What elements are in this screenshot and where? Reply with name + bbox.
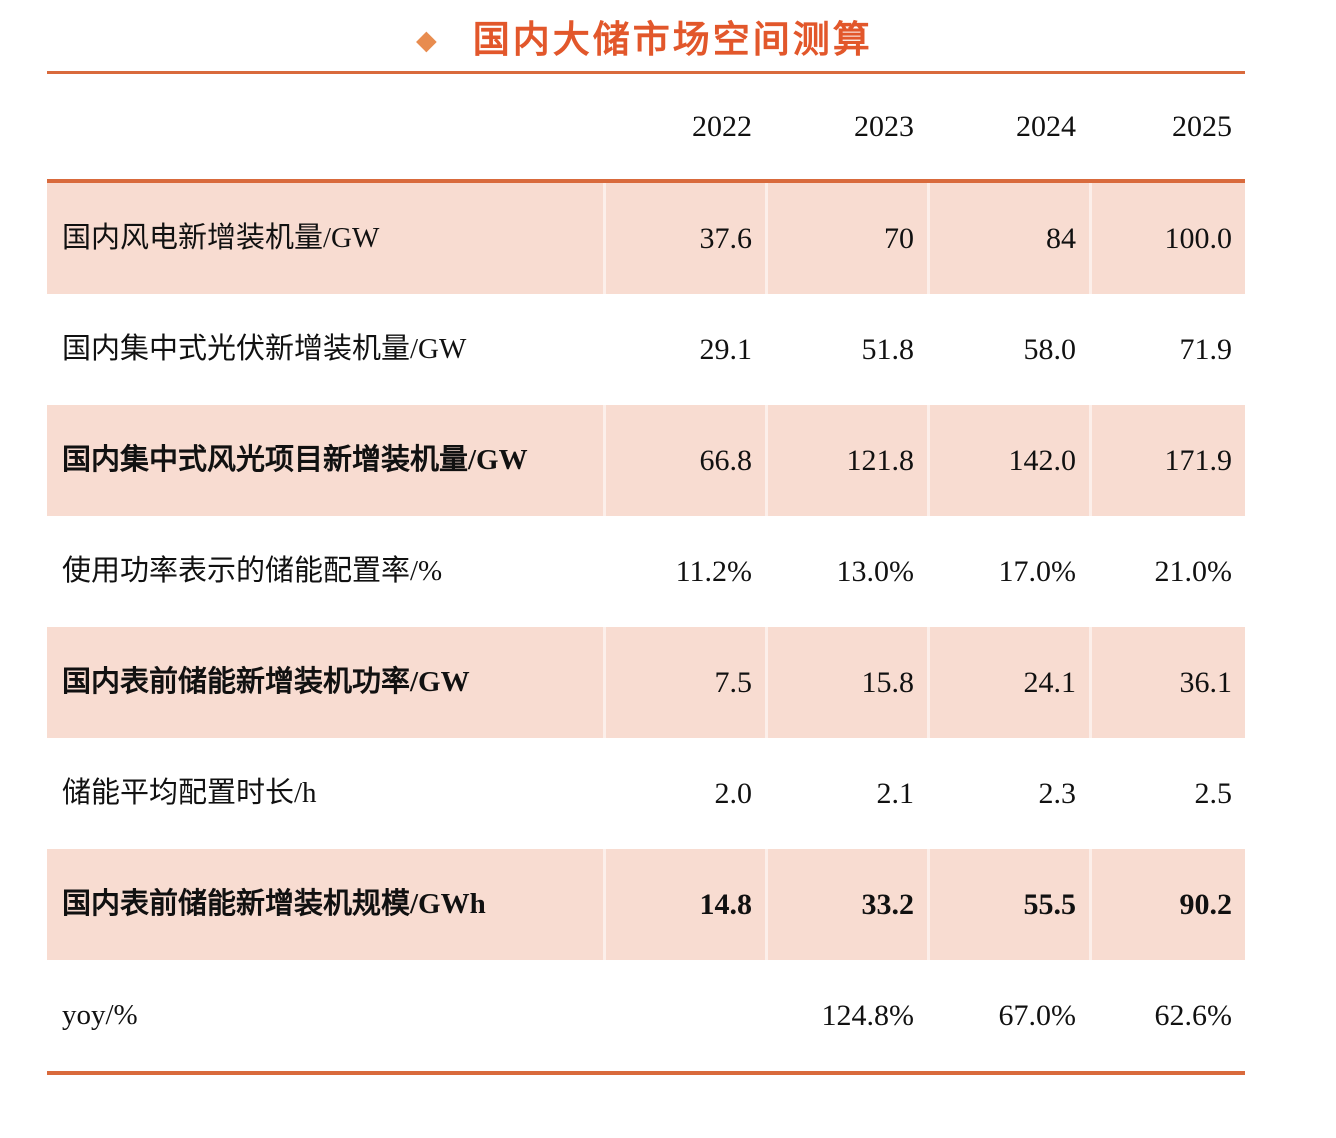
value-cell: 37.6 [603, 183, 765, 294]
header-year-2024: 2024 [1016, 109, 1076, 143]
value-cell: 71.9 [1089, 294, 1245, 405]
value-cell: 171.9 [1089, 405, 1245, 516]
value-cell: 62.6% [1089, 960, 1245, 1071]
value-cell: 66.8 [603, 405, 765, 516]
value-cell: 51.8 [765, 294, 927, 405]
table-header-row: 2022 2023 2024 2025 [47, 74, 1245, 183]
row-label: 国内表前储能新增装机规模/GWh [62, 888, 486, 921]
table-row-front-meter-storage-capacity: 国内表前储能新增装机规模/GWh 14.8 33.2 55.5 90.2 [47, 849, 1245, 960]
value-cell: 84 [927, 183, 1089, 294]
row-label: 使用功率表示的储能配置率/% [62, 555, 443, 588]
table-title: 国内大储市场空间测算 [472, 20, 873, 61]
table-row-storage-power-ratio: 使用功率表示的储能配置率/% 11.2% 13.0% 17.0% 21.0% [47, 516, 1245, 627]
value-cell: 58.0 [927, 294, 1089, 405]
row-label: 国内集中式风光项目新增装机量/GW [62, 444, 528, 477]
table-caption: ◆ 国内大储市场空间测算 [0, 0, 1336, 71]
value-cell: 13.0% [765, 516, 927, 627]
value-cell: 2.0 [603, 738, 765, 849]
value-cell: 90.2 [1089, 849, 1245, 960]
value-cell: 29.1 [603, 294, 765, 405]
market-estimation-table: 2022 2023 2024 2025 国内风电新增装机量/GW 37.6 70… [47, 71, 1245, 1075]
value-cell: 17.0% [927, 516, 1089, 627]
value-cell: 33.2 [765, 849, 927, 960]
table-row-wind-solar-total-installs: 国内集中式风光项目新增装机量/GW 66.8 121.8 142.0 171.9 [47, 405, 1245, 516]
value-cell: 36.1 [1089, 627, 1245, 738]
row-label: yoy/% [62, 999, 138, 1032]
header-year-2023: 2023 [854, 109, 914, 143]
value-cell: 2.3 [927, 738, 1089, 849]
value-cell: 24.1 [927, 627, 1089, 738]
value-cell: 100.0 [1089, 183, 1245, 294]
value-cell: 124.8% [765, 960, 927, 1071]
value-cell: 14.8 [603, 849, 765, 960]
value-cell: 55.5 [927, 849, 1089, 960]
value-cell [603, 960, 765, 1071]
diamond-bullet-icon: ◆ [416, 25, 437, 56]
table-row-wind-installs: 国内风电新增装机量/GW 37.6 70 84 100.0 [47, 183, 1245, 294]
table-row-avg-storage-duration: 储能平均配置时长/h 2.0 2.1 2.3 2.5 [47, 738, 1245, 849]
header-year-2025: 2025 [1172, 109, 1232, 143]
value-cell: 121.8 [765, 405, 927, 516]
header-year-2022: 2022 [692, 109, 752, 143]
value-cell: 67.0% [927, 960, 1089, 1071]
value-cell: 7.5 [603, 627, 765, 738]
value-cell: 11.2% [603, 516, 765, 627]
table-row-central-pv-installs: 国内集中式光伏新增装机量/GW 29.1 51.8 58.0 71.9 [47, 294, 1245, 405]
row-label: 储能平均配置时长/h [62, 777, 317, 810]
row-label: 国内集中式光伏新增装机量/GW [62, 333, 467, 366]
row-label: 国内表前储能新增装机功率/GW [62, 666, 470, 699]
table-row-front-meter-storage-power: 国内表前储能新增装机功率/GW 7.5 15.8 24.1 36.1 [47, 627, 1245, 738]
value-cell: 21.0% [1089, 516, 1245, 627]
row-label: 国内风电新增装机量/GW [62, 222, 380, 255]
value-cell: 2.5 [1089, 738, 1245, 849]
table-row-yoy: yoy/% 124.8% 67.0% 62.6% [47, 960, 1245, 1071]
value-cell: 15.8 [765, 627, 927, 738]
table-body: 国内风电新增装机量/GW 37.6 70 84 100.0 国内集中式光伏新增装… [47, 183, 1245, 1075]
value-cell: 142.0 [927, 405, 1089, 516]
value-cell: 2.1 [765, 738, 927, 849]
value-cell: 70 [765, 183, 927, 294]
